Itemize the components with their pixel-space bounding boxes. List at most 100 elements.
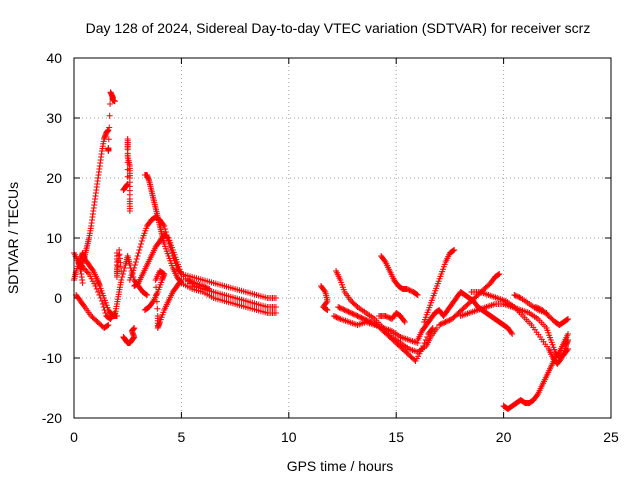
data-point — [344, 308, 351, 315]
data-point — [152, 277, 159, 283]
data-point — [115, 252, 122, 259]
data-point — [79, 280, 86, 286]
data-point — [186, 277, 193, 284]
x-tick-label: 20 — [496, 429, 512, 445]
data-point — [131, 265, 138, 271]
data-point — [442, 319, 449, 325]
data-point — [354, 313, 361, 319]
data-point — [111, 98, 118, 105]
data-point — [414, 292, 421, 298]
y-tick-label: 20 — [46, 170, 62, 186]
data-point — [565, 331, 572, 337]
series-arc19 — [330, 313, 421, 346]
data-point — [126, 208, 133, 214]
x-tick-label: 5 — [178, 429, 186, 445]
data-point — [144, 292, 151, 298]
data-point — [187, 278, 194, 285]
data-point — [154, 305, 161, 312]
data-point — [445, 317, 452, 324]
data-point — [349, 310, 356, 317]
data-point — [413, 291, 420, 298]
data-point — [424, 334, 431, 340]
data-point — [450, 247, 457, 254]
x-tick-label: 0 — [70, 429, 78, 445]
data-point — [357, 314, 364, 321]
data-point — [509, 331, 516, 337]
series-arc16 — [318, 283, 331, 313]
data-point — [385, 314, 392, 321]
data-point — [153, 291, 160, 298]
data-point — [420, 343, 427, 349]
data-point — [342, 307, 349, 314]
data-point — [323, 306, 330, 313]
plot-frame — [73, 57, 612, 419]
y-tick-label: -10 — [42, 350, 62, 366]
y-tick-label: 30 — [46, 110, 62, 126]
data-point — [199, 283, 206, 289]
data-point — [422, 337, 429, 343]
chart-title: Day 128 of 2024, Sidereal Day-to-day VTE… — [86, 20, 591, 36]
data-point — [565, 316, 572, 322]
data-point — [330, 313, 337, 319]
data-point — [95, 289, 102, 295]
series-arc21 — [376, 310, 408, 325]
data-point — [351, 311, 358, 318]
data-point — [105, 322, 112, 328]
data-point — [340, 306, 347, 313]
data-point — [406, 287, 413, 294]
data-point — [105, 148, 112, 154]
data-point — [177, 278, 184, 285]
series-arc6 — [105, 89, 118, 154]
data-point — [513, 293, 520, 300]
data-point — [132, 259, 139, 265]
data-point — [321, 287, 328, 294]
data-point — [136, 247, 143, 253]
data-point — [495, 271, 502, 278]
data-point — [105, 136, 112, 143]
x-axis-label: GPS time / hours — [287, 458, 394, 474]
data-point — [346, 309, 353, 316]
data-point — [353, 312, 360, 319]
data-points — [71, 89, 572, 412]
data-point — [153, 284, 160, 291]
data-point — [126, 262, 133, 268]
data-point — [153, 298, 160, 305]
data-point — [348, 310, 355, 316]
data-point — [496, 271, 503, 277]
data-point — [341, 307, 348, 313]
data-point — [429, 325, 436, 331]
data-point — [84, 269, 91, 276]
y-tick-label: -20 — [42, 410, 62, 426]
data-point — [143, 291, 150, 298]
series-arc29 — [511, 292, 550, 316]
data-point — [113, 274, 120, 280]
data-point — [350, 311, 357, 318]
data-point — [339, 305, 346, 312]
data-point — [114, 263, 121, 270]
data-point — [446, 317, 453, 324]
data-point — [383, 313, 390, 320]
data-point — [451, 247, 458, 253]
series-arc3 — [73, 292, 112, 331]
data-point — [105, 127, 112, 133]
y-axis-label: SDTVAR / TECUs — [5, 182, 21, 294]
data-point — [118, 277, 125, 283]
series-arc26 — [468, 289, 572, 367]
data-point — [407, 287, 414, 294]
data-point — [353, 302, 360, 309]
series-arc8 — [113, 247, 125, 280]
data-point — [358, 314, 365, 321]
data-point — [355, 313, 362, 320]
data-point — [104, 322, 111, 329]
x-tick-label: 25 — [603, 429, 619, 445]
data-point — [114, 268, 121, 275]
data-point — [411, 356, 418, 363]
data-point — [162, 226, 169, 232]
data-point — [93, 286, 100, 292]
data-point — [106, 124, 113, 131]
data-point — [337, 305, 344, 312]
data-point — [99, 301, 106, 307]
data-point — [515, 293, 522, 300]
data-point — [107, 100, 114, 107]
data-point — [437, 321, 444, 328]
